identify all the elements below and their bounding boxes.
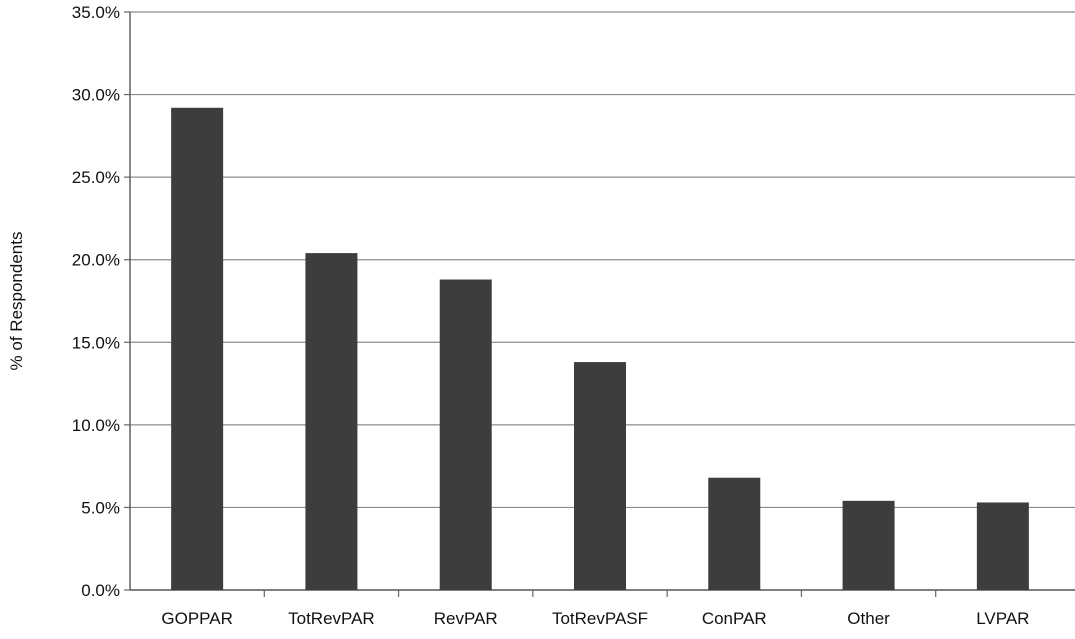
axes: % of Respondents [7,12,1075,591]
x-tick-label: LVPAR [976,609,1029,628]
bar-conpar [708,477,761,590]
y-tick-label: 20.0% [72,251,120,270]
x-tick-label: GOPPAR [161,609,232,628]
x-tick-label: TotRevPAR [288,609,375,628]
y-tick-label: 35.0% [72,3,120,22]
x-tick-label: Other [847,609,890,628]
bar-lvpar [976,502,1029,590]
bar-revpar [439,279,492,590]
y-tick-labels: 0.0% 5.0% 10.0% 15.0% 20.0% 25.0% 30.0% 35.0% [72,3,130,600]
x-tick-label: RevPAR [434,609,498,628]
y-axis-title: % of Respondents [7,232,26,371]
bar-totrevpar [305,253,358,590]
x-tick-label: ConPAR [702,609,767,628]
x-tick-label: TotRevPASF [552,609,648,628]
gridlines [130,11,1075,509]
bar-goppar [171,107,224,590]
y-tick-label: 5.0% [81,498,120,517]
y-tick-label: 0.0% [81,581,120,600]
bar-other [842,500,895,590]
bars [171,107,1029,590]
y-tick-label: 25.0% [72,168,120,187]
y-tick-label: 30.0% [72,86,120,105]
x-tick-labels: GOPPAR TotRevPAR RevPAR TotRevPASF ConPAR Oth… [161,590,1029,628]
bar-totrevpasf [574,362,626,590]
y-tick-label: 10.0% [72,416,120,435]
y-tick-label: 15.0% [72,333,120,352]
